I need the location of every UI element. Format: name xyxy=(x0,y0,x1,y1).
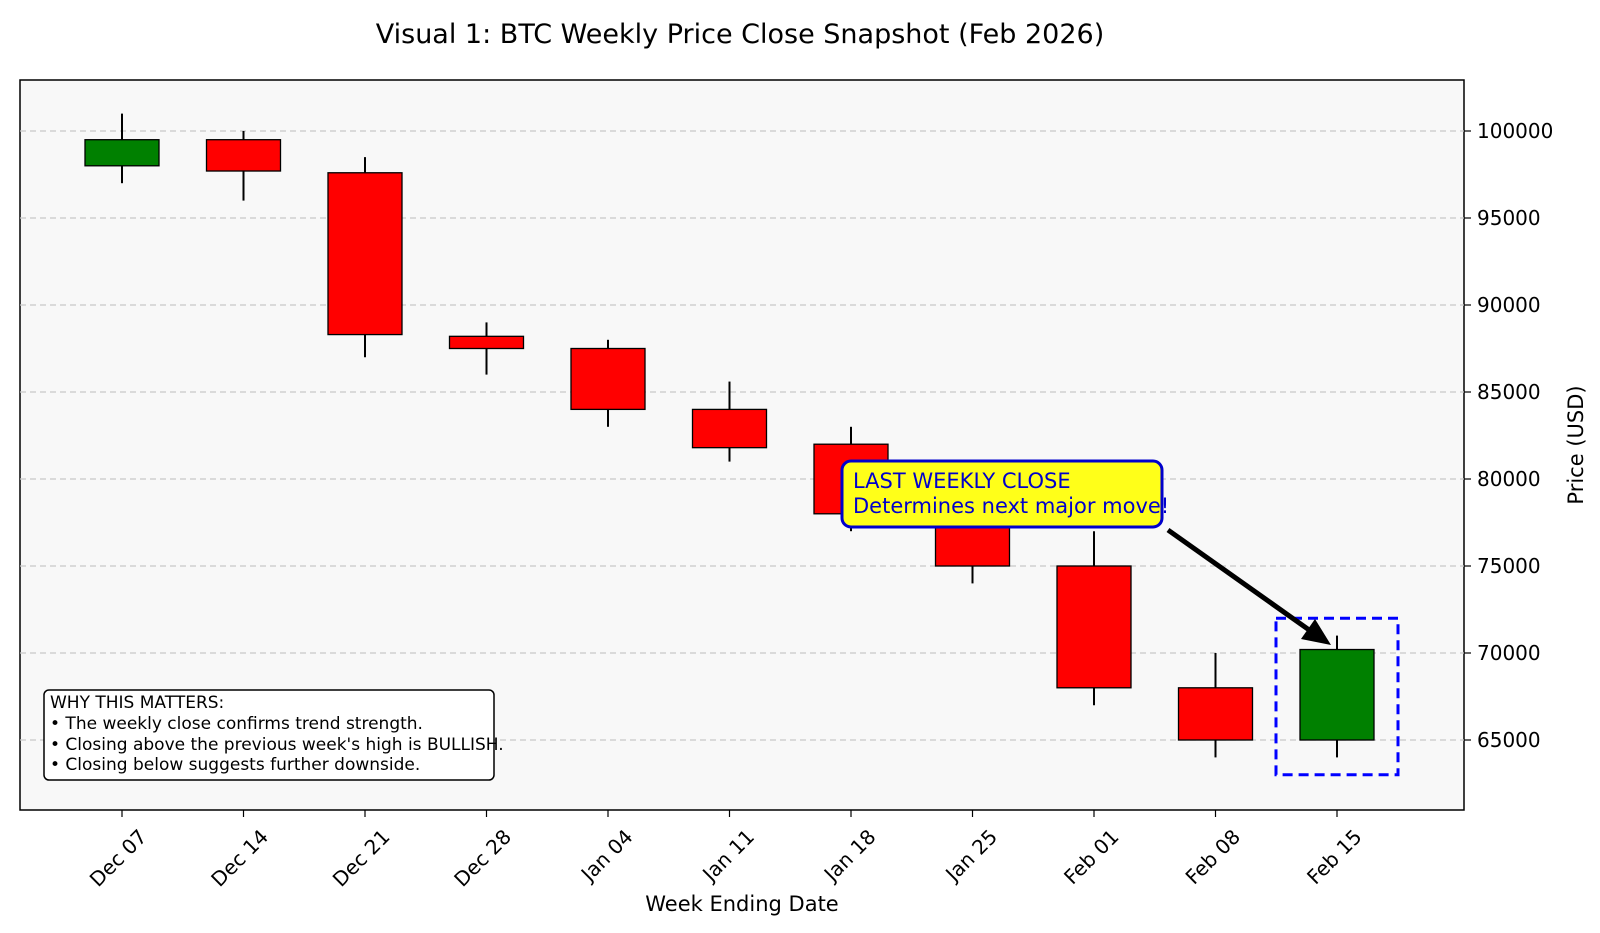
x-tick-label: Jan 18 xyxy=(818,825,881,888)
x-tick-label: Jan 25 xyxy=(939,825,1002,888)
callout-arrow-head xyxy=(1301,619,1331,645)
candle-body xyxy=(1056,565,1132,689)
y-axis-title: Price (USD) xyxy=(1564,385,1588,504)
info-line-1: • The weekly close confirms trend streng… xyxy=(50,714,423,734)
candle-body xyxy=(691,408,768,449)
y-tick-label: 90000 xyxy=(1477,293,1541,317)
y-axis: 65000 70000 75000 80000 85000 90000 95000 10000… xyxy=(1464,119,1553,752)
last-close-highlight-box xyxy=(1274,616,1400,777)
candle-body xyxy=(1299,648,1375,741)
candle-feb-08 xyxy=(1177,653,1254,758)
candle-dec-28 xyxy=(448,322,525,375)
candle-dec-21 xyxy=(327,157,403,358)
callout-line-2: Determines next major move! xyxy=(853,494,1169,518)
why-this-matters-box: WHY THIS MATTERS: • The weekly close con… xyxy=(43,689,504,781)
x-tick-label: Dec 07 xyxy=(85,825,152,892)
x-tick-label: Dec 21 xyxy=(328,825,395,892)
info-line-2: • Closing above the previous week's high… xyxy=(50,735,504,755)
candle-body xyxy=(570,347,646,411)
y-tick-label: 100000 xyxy=(1477,119,1553,143)
chart-title: Visual 1: BTC Weekly Price Close Snapsho… xyxy=(376,19,1105,50)
candle-jan-04 xyxy=(570,339,646,427)
y-tick-label: 75000 xyxy=(1477,554,1541,578)
callout-box xyxy=(840,459,1164,529)
candle-feb-15 xyxy=(1299,635,1375,758)
candle-body xyxy=(448,335,525,350)
y-tick-label: 65000 xyxy=(1477,728,1541,752)
x-axis-title: Week Ending Date xyxy=(645,892,838,916)
x-tick-label: Dec 28 xyxy=(449,825,516,892)
x-tick-label: Jan 04 xyxy=(575,825,638,888)
candle-feb-01 xyxy=(1056,531,1132,706)
x-tick-label: Jan 11 xyxy=(696,825,759,888)
x-tick-label: Feb 01 xyxy=(1059,825,1124,890)
callout-line-1: LAST WEEKLY CLOSE xyxy=(853,469,1071,493)
y-tick-label: 80000 xyxy=(1477,467,1541,491)
candle-body xyxy=(205,139,282,172)
y-tick-label: 95000 xyxy=(1477,206,1541,230)
x-axis: Dec 07 Dec 14 Dec 21 Dec 28 Jan 04 Jan 11 Jan … xyxy=(85,810,1367,891)
x-tick-label: Dec 14 xyxy=(206,825,273,892)
y-tick-label: 70000 xyxy=(1477,641,1541,665)
y-tick-label: 85000 xyxy=(1477,380,1541,404)
candle-body xyxy=(1177,687,1254,741)
info-heading: WHY THIS MATTERS: xyxy=(50,693,224,713)
last-close-callout: LAST WEEKLY CLOSE Determines next major … xyxy=(840,459,1331,645)
x-tick-label: Feb 15 xyxy=(1302,825,1367,890)
candle-jan-11 xyxy=(691,381,768,462)
info-box-frame xyxy=(43,689,495,781)
candle-body xyxy=(327,172,403,336)
candles xyxy=(84,113,1375,758)
callout-arrow-shaft xyxy=(1166,527,1314,635)
candle-dec-07 xyxy=(84,113,160,184)
candle-dec-14 xyxy=(205,131,282,201)
x-tick-label: Feb 08 xyxy=(1181,825,1246,890)
info-line-3: • Closing below suggests further downsid… xyxy=(50,755,420,775)
highlight-layer xyxy=(1274,616,1400,777)
candle-body xyxy=(84,139,160,167)
